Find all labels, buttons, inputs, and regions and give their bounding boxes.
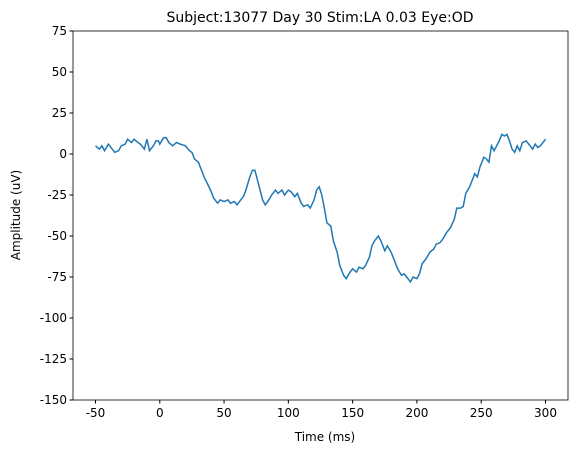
y-tick-label: -50 <box>47 229 67 243</box>
chart-title: Subject:13077 Day 30 Stim:LA 0.03 Eye:OD <box>166 10 473 26</box>
y-tick-label: 0 <box>59 147 67 161</box>
x-tick-label: 0 <box>156 406 164 420</box>
y-axis-label: Amplitude (uV) <box>9 170 23 261</box>
x-tick-label: 250 <box>470 406 493 420</box>
x-tick-label: -50 <box>86 406 106 420</box>
y-tick-label: -125 <box>40 352 67 366</box>
y-tick-label: 50 <box>52 65 67 79</box>
y-tick-label: -150 <box>40 393 67 407</box>
x-tick-label: 200 <box>405 406 428 420</box>
x-axis-label: Time (ms) <box>294 430 356 444</box>
x-tick-label: 300 <box>534 406 557 420</box>
y-tick-label: -100 <box>40 311 67 325</box>
plot-frame <box>72 30 569 401</box>
y-tick-label: -75 <box>47 270 67 284</box>
y-tick-label: 25 <box>52 106 67 120</box>
y-tick-label: -25 <box>47 188 67 202</box>
line <box>95 133 547 284</box>
y-tick-label: 75 <box>52 24 67 38</box>
x-tick-label: 50 <box>216 406 231 420</box>
x-tick-label: 150 <box>341 406 364 420</box>
x-tick-label: 100 <box>277 406 300 420</box>
